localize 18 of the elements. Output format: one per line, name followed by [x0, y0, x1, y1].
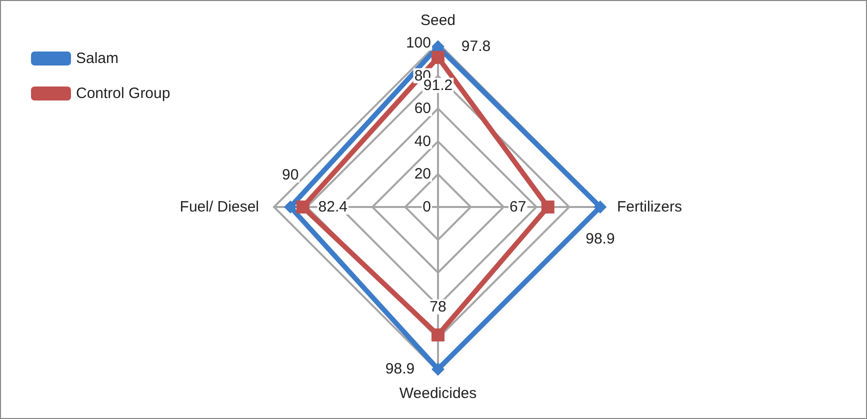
data-label: 78: [430, 298, 446, 316]
y-tick-label: 100: [406, 34, 431, 52]
y-tick-label: 40: [414, 132, 431, 150]
y-tick-label: 20: [414, 166, 431, 183]
spoke-label: Weedicides: [399, 385, 477, 402]
spoke-label: Seed: [420, 12, 456, 29]
spoke-label: Fuel/ Diesel: [180, 198, 259, 216]
data-label: 98.9: [385, 360, 415, 378]
legend-label: Salam: [76, 50, 119, 67]
data-label: 98.9: [586, 230, 615, 248]
data-label: 90: [282, 166, 299, 184]
legend-label: Control Group: [76, 85, 170, 102]
data-label: 82.4: [318, 198, 348, 216]
y-tick-label: 0: [422, 198, 431, 216]
y-tick-label: 60: [414, 100, 431, 118]
data-label: 97.8: [461, 38, 491, 56]
data-label: 67: [510, 198, 526, 216]
spoke-label: Fertilizers: [617, 198, 682, 216]
